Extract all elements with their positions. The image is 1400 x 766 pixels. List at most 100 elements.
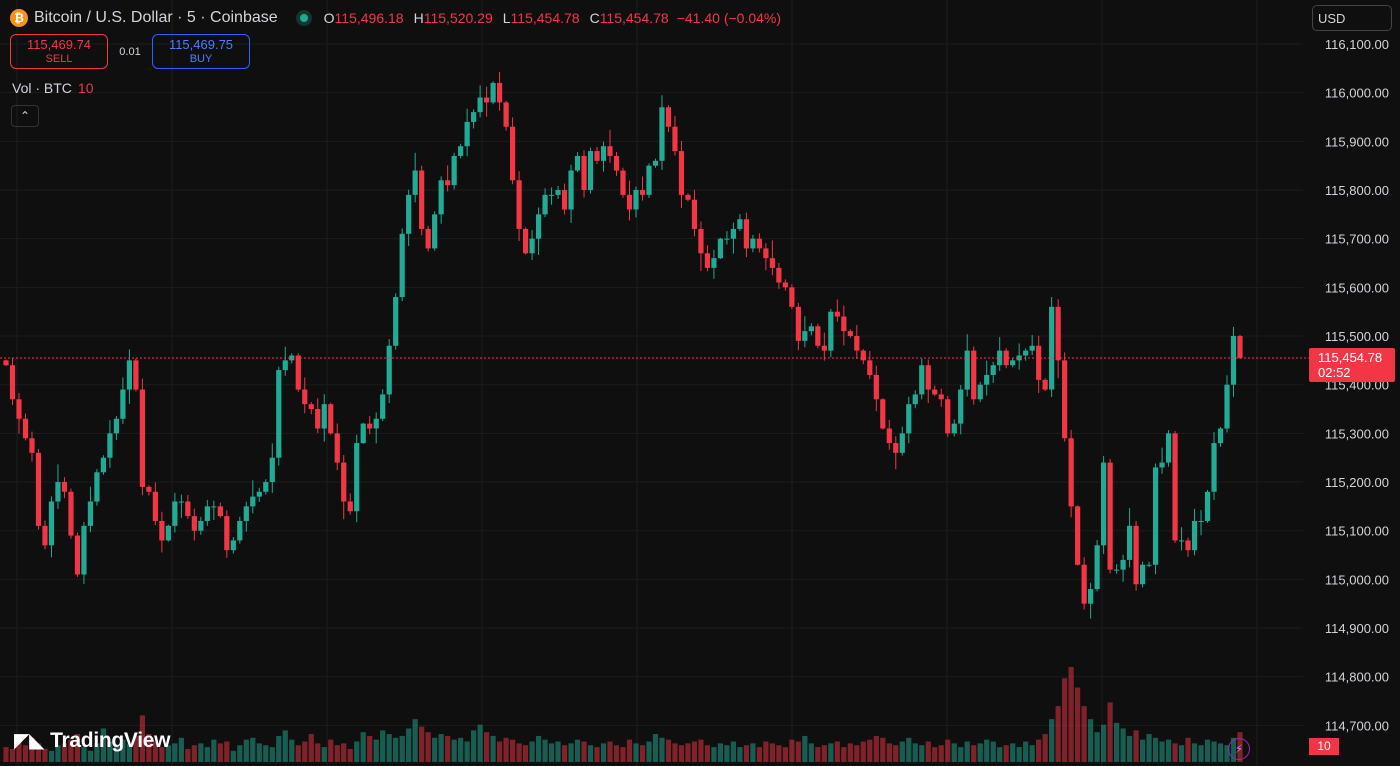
volume-bar bbox=[471, 730, 477, 762]
symbol-title[interactable]: Bitcoin / U.S. Dollar · 5 · Coinbase bbox=[34, 9, 278, 26]
volume-bar bbox=[295, 745, 301, 762]
candle-body bbox=[107, 433, 113, 458]
candle-body bbox=[61, 482, 68, 492]
candle-body bbox=[873, 374, 879, 400]
volume-bar bbox=[1204, 739, 1211, 762]
volume-label: Vol · BTC bbox=[12, 80, 72, 96]
volume-bar bbox=[990, 741, 996, 762]
change-value: −41.40 (−0.04%) bbox=[676, 10, 782, 26]
volume-bar bbox=[529, 741, 535, 762]
volume-bar bbox=[172, 743, 178, 762]
volume-bar bbox=[48, 750, 55, 762]
sell-price: 115,469.74 bbox=[26, 36, 92, 52]
sell-button[interactable]: 115,469.74 SELL bbox=[10, 34, 108, 69]
price-axis[interactable]: 116,100.00 116,000.00 115,900.00 115,800.00… bbox=[1325, 37, 1389, 733]
volume-bar bbox=[165, 745, 171, 762]
volume-bar bbox=[932, 747, 938, 762]
volume-bar bbox=[341, 743, 347, 762]
price-axis-tick: 115,000.00 bbox=[1325, 572, 1389, 587]
candle-body bbox=[224, 516, 230, 551]
candle-body bbox=[802, 331, 808, 341]
candle-body bbox=[445, 180, 451, 186]
volume-bar bbox=[594, 747, 600, 762]
candle-body bbox=[477, 97, 483, 113]
last-price-value: 115,454.78 bbox=[1318, 350, 1383, 365]
volume-bar bbox=[782, 747, 788, 762]
candle-body bbox=[484, 97, 490, 103]
volume-bar bbox=[1042, 734, 1048, 762]
volume-legend[interactable]: Vol · BTC 10 bbox=[12, 80, 93, 96]
candle-body bbox=[1016, 355, 1022, 361]
candle-body bbox=[509, 126, 516, 181]
candle-body bbox=[1114, 569, 1120, 571]
candle-body bbox=[737, 219, 743, 229]
market-open-icon[interactable] bbox=[299, 14, 308, 22]
candle-body bbox=[321, 404, 327, 429]
candle-body bbox=[516, 180, 522, 229]
candle-body bbox=[750, 238, 756, 249]
volume-bar bbox=[1094, 732, 1100, 762]
volume-bar bbox=[399, 735, 405, 762]
volume-bar bbox=[354, 741, 360, 762]
buy-button[interactable]: 115,469.75 BUY bbox=[152, 34, 250, 69]
tradingview-logo[interactable]: ◤◣ TradingView bbox=[14, 728, 170, 753]
candle-body bbox=[587, 151, 594, 191]
buy-price: 115,469.75 bbox=[168, 36, 234, 52]
volume-bar bbox=[9, 748, 16, 762]
candle-body bbox=[971, 350, 977, 400]
collapse-legend-button[interactable]: ⌃ bbox=[11, 105, 39, 127]
candle-body bbox=[256, 491, 262, 497]
volume-bar bbox=[237, 745, 243, 762]
bar-countdown: 02:52 bbox=[1318, 365, 1351, 380]
candle-body bbox=[821, 345, 827, 351]
candle-body bbox=[22, 418, 29, 439]
price-axis-tick: 115,800.00 bbox=[1325, 183, 1389, 198]
candle-body bbox=[1139, 564, 1146, 585]
lightning-icon[interactable]: ⚡ bbox=[1228, 738, 1250, 760]
volume-bar bbox=[763, 741, 769, 762]
candle-body bbox=[295, 355, 301, 390]
volume-bar bbox=[68, 739, 74, 762]
candle-body bbox=[1120, 559, 1126, 570]
volume-bar bbox=[126, 743, 132, 762]
volume-bar bbox=[263, 745, 269, 762]
volume-bar bbox=[1165, 739, 1172, 762]
candle-body bbox=[334, 433, 340, 463]
candle-body bbox=[1023, 350, 1029, 356]
price-axis-tick: 115,100.00 bbox=[1325, 524, 1389, 539]
price-axis-tick: 114,900.00 bbox=[1325, 621, 1389, 636]
volume-bar bbox=[432, 737, 438, 762]
volume-bar bbox=[542, 739, 548, 762]
volume-bar bbox=[951, 743, 957, 762]
candle-body bbox=[782, 282, 788, 288]
volume-bar bbox=[1088, 719, 1094, 762]
volume-bar bbox=[146, 734, 152, 762]
volume-bar bbox=[29, 737, 35, 762]
volume-bar bbox=[568, 743, 574, 762]
volume-bar bbox=[607, 741, 613, 762]
volume-bar bbox=[633, 743, 639, 762]
volume-bar bbox=[873, 735, 879, 762]
volume-bar bbox=[678, 745, 685, 762]
volume-bar bbox=[3, 747, 9, 762]
volume-bar bbox=[1036, 739, 1042, 762]
candle-body bbox=[230, 540, 236, 551]
candle-body bbox=[685, 194, 691, 200]
volume-bar bbox=[522, 745, 529, 762]
candle-body bbox=[860, 350, 866, 361]
candle-body bbox=[1165, 433, 1172, 463]
currency-selector[interactable]: USD bbox=[1312, 5, 1392, 31]
candle-body bbox=[87, 501, 94, 526]
candle-body bbox=[159, 520, 165, 541]
volume-bar bbox=[217, 743, 223, 762]
volume-bar bbox=[419, 726, 425, 762]
volume-bar bbox=[724, 745, 730, 762]
candle-body bbox=[347, 501, 353, 512]
candle-body bbox=[1217, 428, 1224, 444]
volume-bar bbox=[737, 747, 743, 762]
candle-body bbox=[828, 311, 834, 351]
open-value: 115,496.18 bbox=[334, 10, 404, 26]
volume-bar bbox=[1016, 747, 1022, 762]
price-axis-tick: 115,300.00 bbox=[1325, 426, 1389, 441]
